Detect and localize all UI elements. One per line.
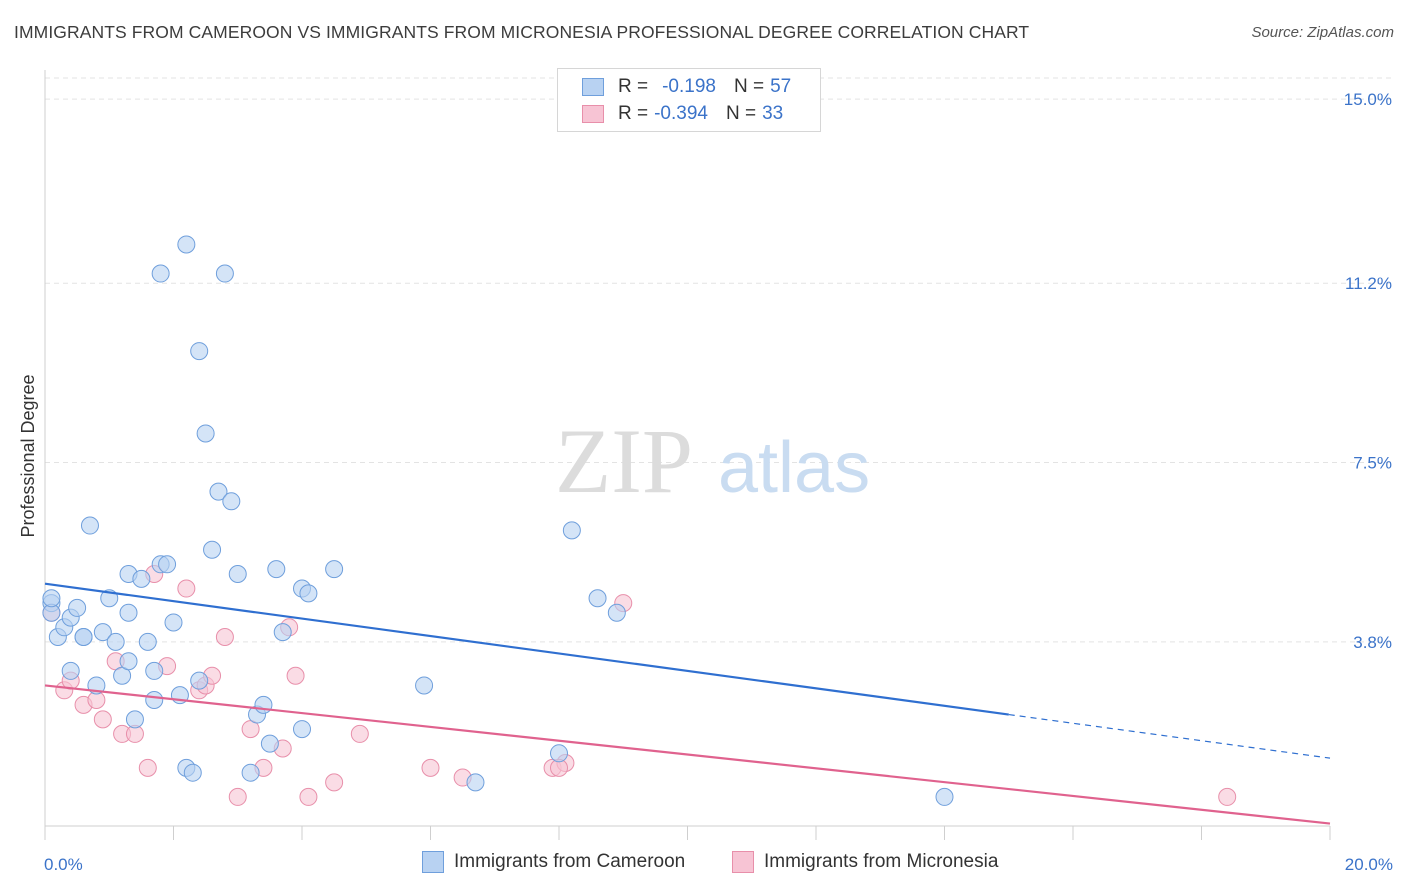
bottom-legend-label-cameroon: Immigrants from Cameroon [454, 851, 686, 872]
data-point-micronesia [93, 710, 112, 729]
data-point-cameroon [177, 235, 196, 254]
legend-r-label: R = [618, 76, 649, 97]
data-point-cameroon [145, 691, 164, 709]
bottom-legend-swatch-cameroon [422, 851, 444, 873]
trend-line-cameroon [44, 582, 1009, 716]
trend-line-micronesia [44, 684, 1331, 825]
data-point-cameroon [254, 695, 273, 714]
data-point-cameroon [93, 623, 112, 642]
data-point-cameroon [151, 264, 170, 283]
data-point-cameroon [106, 632, 125, 651]
data-point-cameroon [273, 623, 292, 642]
y-axis-label: Professional Degree [18, 374, 38, 537]
data-point-cameroon [190, 671, 209, 690]
bottom-legend-label-micronesia: Immigrants from Micronesia [764, 851, 999, 872]
x-tick-labels: 0.0% 20.0% [44, 855, 1393, 874]
data-point-cameroon [68, 598, 87, 617]
legend-r-label: R = [618, 103, 649, 124]
legend-n-value: 33 [762, 103, 784, 124]
correlation-legend: R = -0.198 N = 57 R = -0.394 N = 33 [557, 68, 821, 132]
data-point-cameroon [132, 569, 151, 588]
chart-title: IMMIGRANTS FROM CAMEROON VS IMMIGRANTS F… [14, 22, 1030, 42]
data-point-cameroon [158, 555, 177, 574]
legend-r-value: -0.394 [654, 103, 708, 124]
legend-swatch-micronesia [582, 105, 604, 123]
data-point-cameroon [138, 632, 157, 651]
data-point-micronesia [325, 773, 344, 792]
data-point-cameroon [241, 763, 260, 782]
data-point-cameroon [550, 744, 568, 763]
data-point-cameroon [196, 424, 215, 443]
legend-n-label: N = [733, 76, 765, 97]
data-point-cameroon [74, 628, 93, 646]
legend-row-cameroon: R = -0.198 N = 57 [582, 75, 791, 99]
data-point-cameroon [125, 710, 144, 729]
trend-line-extension-cameroon [1008, 713, 1331, 759]
y-tick-label: 7.5% [1353, 454, 1392, 473]
legend-row-micronesia: R = -0.394 N = 33 [582, 102, 783, 126]
data-point-cameroon [267, 560, 286, 579]
y-tick-label: 15.0% [1344, 90, 1392, 109]
data-point-micronesia [299, 787, 318, 806]
axes [44, 70, 1331, 840]
data-point-micronesia [350, 724, 369, 743]
data-point-cameroon [61, 661, 80, 680]
data-point-cameroon [119, 652, 138, 671]
data-point-cameroon [215, 264, 234, 283]
source-note: Source: ZipAtlas.com [1251, 24, 1394, 41]
data-point-cameroon [935, 787, 954, 806]
data-point-cameroon [145, 661, 164, 680]
watermark: ZIP atlas [555, 410, 870, 512]
trend-lines [44, 582, 1331, 825]
data-point-cameroon [80, 516, 99, 535]
data-point-micronesia [286, 666, 305, 685]
data-point-micronesia [215, 628, 234, 646]
bottom-legend-micronesia: Immigrants from Micronesia [732, 851, 998, 873]
data-point-cameroon [203, 540, 222, 559]
legend-n-label: N = [725, 103, 757, 124]
data-point-cameroon [325, 560, 344, 579]
data-point-micronesia [177, 579, 196, 598]
points-micronesia [42, 565, 1237, 806]
data-point-cameroon [183, 763, 202, 782]
x-tick-label: 20.0% [1345, 855, 1393, 874]
data-point-micronesia [421, 758, 440, 777]
bottom-legend-swatch-micronesia [732, 851, 754, 873]
x-tick-label: 0.0% [44, 855, 83, 874]
points-cameroon [42, 235, 954, 806]
data-point-cameroon [228, 565, 247, 583]
y-tick-labels: 3.8% 7.5% 11.2% 15.0% [1344, 90, 1392, 652]
data-point-cameroon [42, 589, 61, 608]
watermark-atlas: atlas [718, 428, 870, 508]
y-tick-label: 11.2% [1345, 274, 1392, 293]
legend-n-value: 57 [770, 76, 792, 97]
y-tick-label: 3.8% [1353, 633, 1392, 652]
data-point-micronesia [138, 758, 157, 777]
data-point-cameroon [562, 521, 581, 540]
data-point-cameroon [293, 720, 311, 739]
data-point-cameroon [190, 342, 209, 361]
data-point-cameroon [415, 676, 434, 695]
bottom-legend-cameroon: Immigrants from Cameroon [422, 851, 685, 873]
data-point-cameroon [588, 589, 607, 608]
data-point-micronesia [1218, 787, 1237, 806]
data-point-micronesia [228, 787, 247, 806]
data-point-cameroon [466, 773, 485, 792]
data-point-cameroon [164, 613, 183, 632]
data-point-cameroon [222, 492, 241, 511]
data-point-cameroon [260, 734, 279, 753]
gridlines [45, 77, 1395, 643]
data-point-cameroon [209, 482, 228, 501]
legend-swatch-cameroon [582, 78, 604, 96]
data-point-cameroon [607, 603, 626, 622]
data-point-cameroon [119, 603, 138, 622]
watermark-zip: ZIP [555, 410, 693, 512]
data-point-cameroon [299, 584, 318, 603]
legend-r-value: -0.198 [662, 76, 716, 97]
